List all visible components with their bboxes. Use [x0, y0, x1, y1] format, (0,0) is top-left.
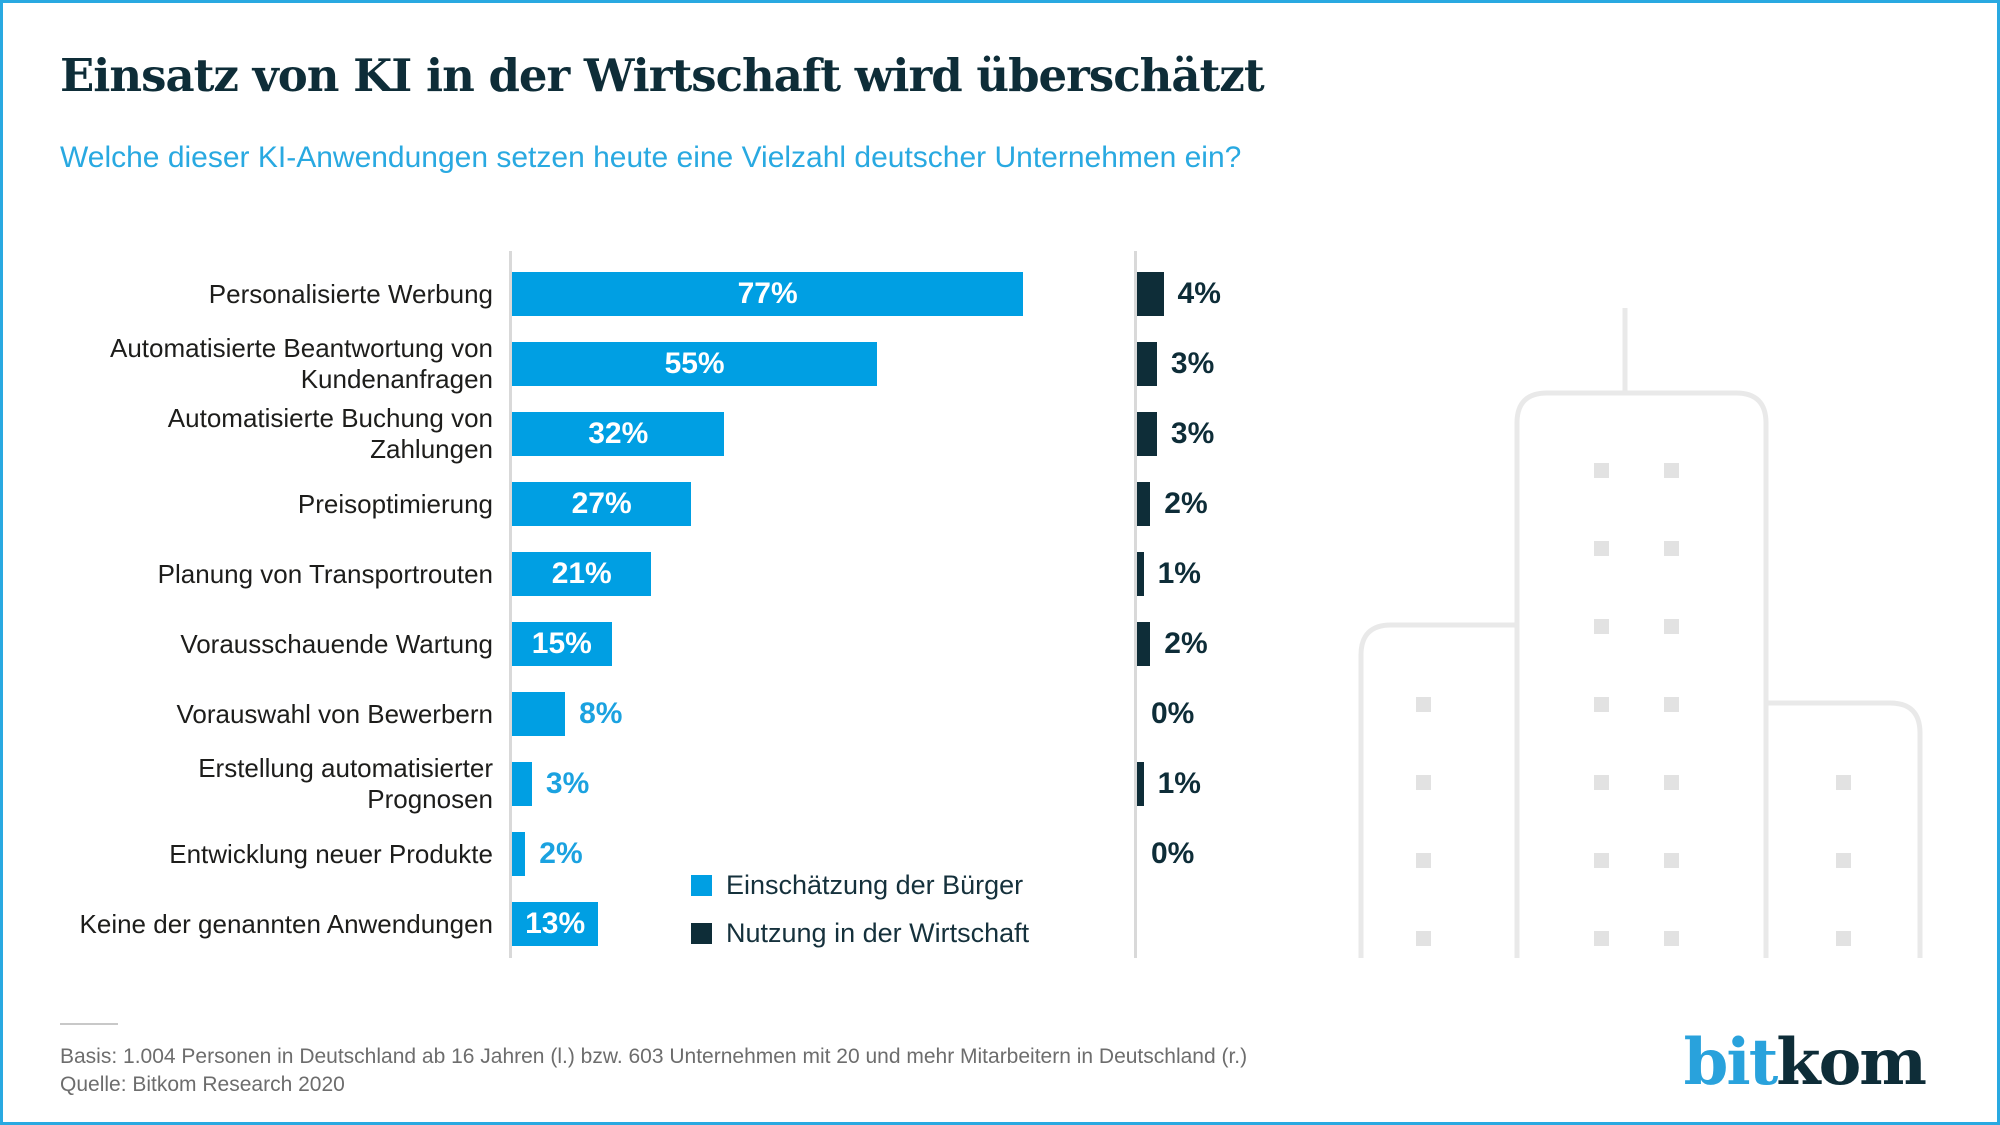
building-center-outline	[1514, 390, 1769, 958]
citizen-bar: 13%	[512, 902, 599, 946]
citizen-value: 8%	[579, 697, 623, 730]
logo-kom: kom	[1776, 1025, 1927, 1100]
left-axis-line	[509, 251, 512, 958]
citizen-value: 13%	[525, 907, 586, 940]
citizen-bar	[512, 762, 532, 806]
citizen-bar: 55%	[512, 342, 878, 386]
citizen-value: 32%	[588, 417, 649, 450]
citizen-series-swatch-icon	[691, 874, 712, 896]
economy-bar	[1137, 622, 1151, 666]
economy-value: 2%	[1164, 487, 1208, 520]
category-label: Preisoptimierung	[297, 488, 493, 519]
legend: Einschätzung der Bürger Nutzung in der W…	[691, 861, 1029, 957]
building-windows	[1416, 463, 1851, 946]
citizen-bar: 15%	[512, 622, 612, 666]
economy-series-swatch-icon	[691, 922, 712, 944]
citizen-bar	[512, 692, 566, 736]
citizen-value: 77%	[737, 277, 798, 310]
citizen-bar: 27%	[512, 482, 692, 526]
building-left-outline	[1358, 622, 1524, 958]
economy-bar	[1137, 552, 1144, 596]
economy-value: 3%	[1170, 417, 1215, 450]
footer-quelle: Quelle: Bitkom Research 2020	[60, 1073, 345, 1096]
economy-value: 1%	[1157, 767, 1201, 800]
legend-label-economy: Nutzung in der Wirtschaft	[726, 917, 1030, 948]
economy-bar	[1137, 412, 1157, 456]
economy-value: 2%	[1164, 627, 1208, 660]
citizen-value: 2%	[539, 837, 583, 870]
legend-item-economy: Nutzung in der Wirtschaft	[691, 909, 1029, 957]
category-label: Planung von Transportrouten	[157, 558, 493, 589]
citizen-value: 3%	[545, 767, 590, 800]
chart-row: Erstellung automatisierter Prognosen 3% 1%	[3, 749, 1997, 819]
logo-bit: bit	[1683, 1025, 1779, 1100]
category-label: Vorausschauende Wartung	[180, 628, 493, 659]
citizen-bar: 21%	[512, 552, 652, 596]
citizen-value: 21%	[551, 557, 612, 590]
chart-row: Vorausschauende Wartung 15% 2%	[3, 609, 1997, 679]
page-subtitle: Welche dieser KI-Anwendungen setzen heut…	[60, 141, 1242, 174]
building-right-outline	[1763, 700, 1923, 958]
economy-value: 3%	[1170, 347, 1215, 380]
legend-label-citizens: Einschätzung der Bürger	[726, 869, 1024, 900]
chart-row: Vorauswahl von Bewerbern 8% 0%	[3, 679, 1997, 749]
category-label: Automatisierte Buchung von Zahlungen	[167, 403, 493, 464]
right-axis-line	[1134, 251, 1137, 958]
chart-row: Preisoptimierung 27% 2%	[3, 469, 1997, 539]
chart-row: Entwicklung neuer Produkte 2% 0%	[3, 819, 1997, 889]
citizen-value: 55%	[664, 347, 725, 380]
bitkom-logo: bitkom	[1683, 1025, 1927, 1100]
citizen-bar: 77%	[512, 272, 1024, 316]
category-label: Keine der genannten Anwendungen	[79, 908, 493, 939]
category-label: Erstellung automatisierter Prognosen	[198, 753, 493, 814]
economy-value: 1%	[1157, 557, 1201, 590]
chart-row: Keine der genannten Anwendungen 13%	[3, 889, 1997, 959]
economy-value: 0%	[1151, 697, 1195, 730]
economy-bar	[1137, 762, 1144, 806]
category-label: Automatisierte Beantwortung von Kundenan…	[110, 333, 493, 394]
footer-basis: Basis: 1.004 Personen in Deutschland ab …	[60, 1045, 1248, 1068]
chart-row: Planung von Transportrouten 21% 1%	[3, 539, 1997, 609]
economy-bar	[1137, 482, 1151, 526]
citizen-bar	[512, 832, 526, 876]
citizen-value: 27%	[571, 487, 632, 520]
footer-divider	[60, 1023, 118, 1025]
citizen-value: 15%	[531, 627, 592, 660]
economy-bar	[1137, 342, 1157, 386]
economy-value: 0%	[1151, 837, 1195, 870]
chart-row: Personalisierte Werbung 77% 4%	[3, 259, 1997, 329]
chart-row: Automatisierte Beantwortung von Kundenan…	[3, 329, 1997, 399]
economy-value: 4%	[1177, 277, 1221, 310]
legend-item-citizens: Einschätzung der Bürger	[691, 861, 1029, 909]
buildings-illustration	[1358, 308, 1923, 958]
chart-row: Automatisierte Buchung von Zahlungen 32% 3…	[3, 399, 1997, 469]
economy-bar	[1137, 272, 1164, 316]
page-title: Einsatz von KI in der Wirtschaft wird üb…	[60, 49, 1265, 102]
bar-chart: Personalisierte Werbung 77% 4% Automatisier…	[3, 3, 1997, 1122]
category-label: Entwicklung neuer Produkte	[169, 838, 493, 869]
category-label: Personalisierte Werbung	[208, 278, 493, 309]
footer-source-text: Basis: 1.004 Personen in Deutschland ab …	[60, 1043, 1247, 1099]
citizen-bar: 32%	[512, 412, 725, 456]
category-label: Vorauswahl von Bewerbern	[176, 698, 493, 729]
